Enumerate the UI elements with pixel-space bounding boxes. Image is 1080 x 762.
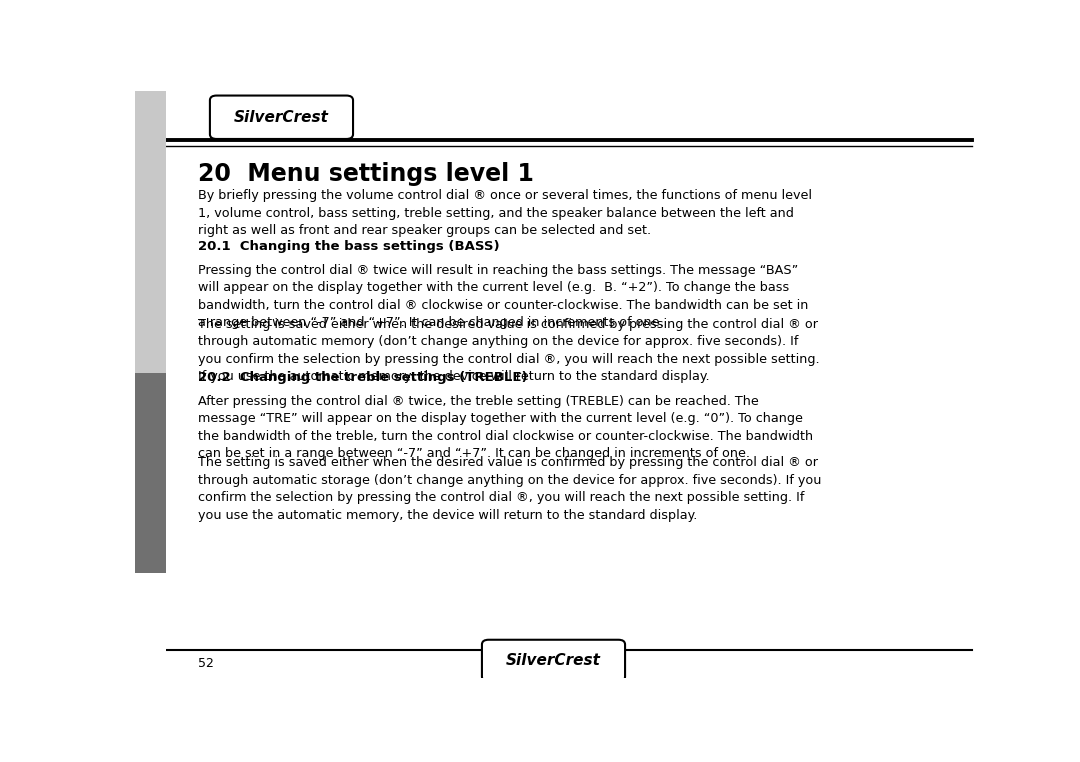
Text: 20.1  Changing the bass settings (BASS): 20.1 Changing the bass settings (BASS) (198, 240, 499, 253)
Text: Pressing the control dial ® twice will result in reaching the bass settings. The: Pressing the control dial ® twice will r… (198, 264, 808, 329)
Text: English: English (144, 449, 157, 497)
Text: By briefly pressing the volume control dial ® once or several times, the functio: By briefly pressing the volume control d… (198, 190, 812, 238)
FancyBboxPatch shape (210, 95, 353, 139)
Text: After pressing the control dial ® twice, the treble setting (TREBLE) can be reac: After pressing the control dial ® twice,… (198, 395, 813, 460)
Bar (135, 91, 166, 373)
Text: 20  Menu settings level 1: 20 Menu settings level 1 (198, 162, 534, 186)
Bar (135, 373, 166, 572)
Text: 52: 52 (198, 657, 214, 670)
FancyBboxPatch shape (482, 640, 625, 681)
Text: The setting is saved either when the desired value is confirmed by pressing the : The setting is saved either when the des… (198, 456, 821, 522)
Text: Deutsch: Deutsch (144, 208, 157, 257)
Text: SilverCrest: SilverCrest (234, 110, 329, 125)
Text: The setting is saved either when the desired value is confirmed by pressing the : The setting is saved either when the des… (198, 318, 820, 383)
Text: 20.2  Changing the treble settings (TREBLE): 20.2 Changing the treble settings (TREBL… (198, 371, 527, 384)
Text: SilverCrest: SilverCrest (507, 653, 600, 668)
Bar (135, 572, 166, 678)
